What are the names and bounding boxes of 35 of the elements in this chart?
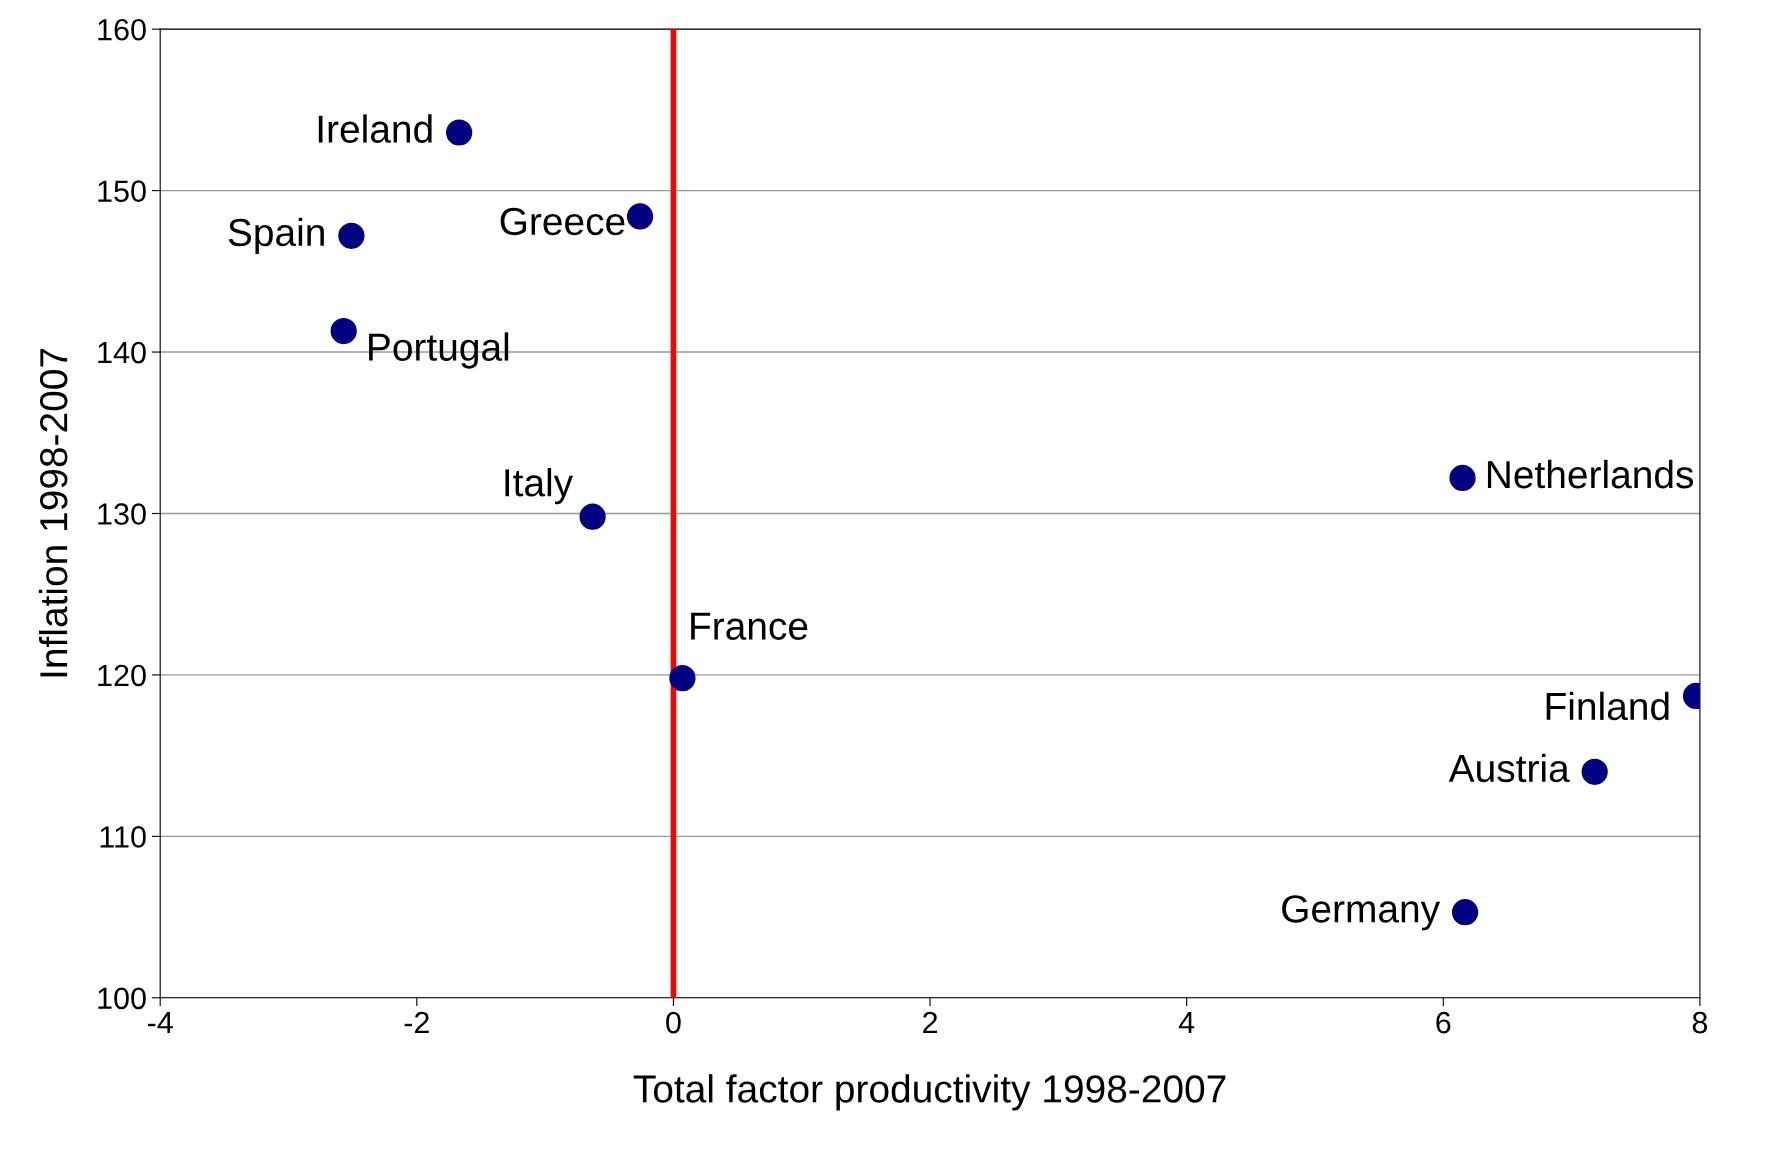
x-tick-label: 2 (923, 1011, 938, 1034)
y-axis-title: Inflation 1998-2007 (38, 348, 68, 677)
y-tick-label: 120 (98, 664, 146, 687)
x-tick-label: 6 (1436, 1011, 1451, 1034)
point (579, 503, 606, 530)
annotation: Spain (228, 217, 324, 254)
annotation: Netherlands (1487, 459, 1694, 489)
annotation: Italy (505, 468, 574, 505)
y-tick-label: 100 (98, 987, 146, 1010)
x-tick-label: -4 (147, 1012, 173, 1034)
y-tick-label: 140 (98, 341, 146, 364)
point (669, 665, 696, 692)
x-tick-label: 8 (1692, 1011, 1708, 1034)
point (1449, 464, 1476, 492)
x-tick-label: 4 (1178, 1012, 1195, 1034)
y-tick-label: 130 (98, 503, 146, 525)
point (1581, 758, 1608, 785)
annotation: Portugal (369, 332, 509, 369)
annotation: Ireland (318, 114, 432, 143)
y-tick-label: 150 (98, 180, 146, 202)
point (626, 203, 654, 230)
annotation: Finland (1546, 691, 1669, 721)
x-tick-label: -2 (404, 1011, 429, 1034)
point (330, 317, 357, 345)
annotation: Germany (1282, 895, 1441, 931)
x-axis-title: Total factor productivity 1998-2007 (633, 1074, 1226, 1111)
point (446, 119, 473, 146)
annotation: Greece (500, 207, 625, 236)
y-tick-label: 110 (100, 826, 146, 848)
x-tick-label: 0 (666, 1011, 681, 1034)
annotation: Austria (1448, 753, 1570, 783)
point (338, 222, 365, 249)
y-tick-label: 160 (98, 18, 146, 41)
point (1451, 899, 1479, 926)
annotation: France (691, 612, 808, 640)
